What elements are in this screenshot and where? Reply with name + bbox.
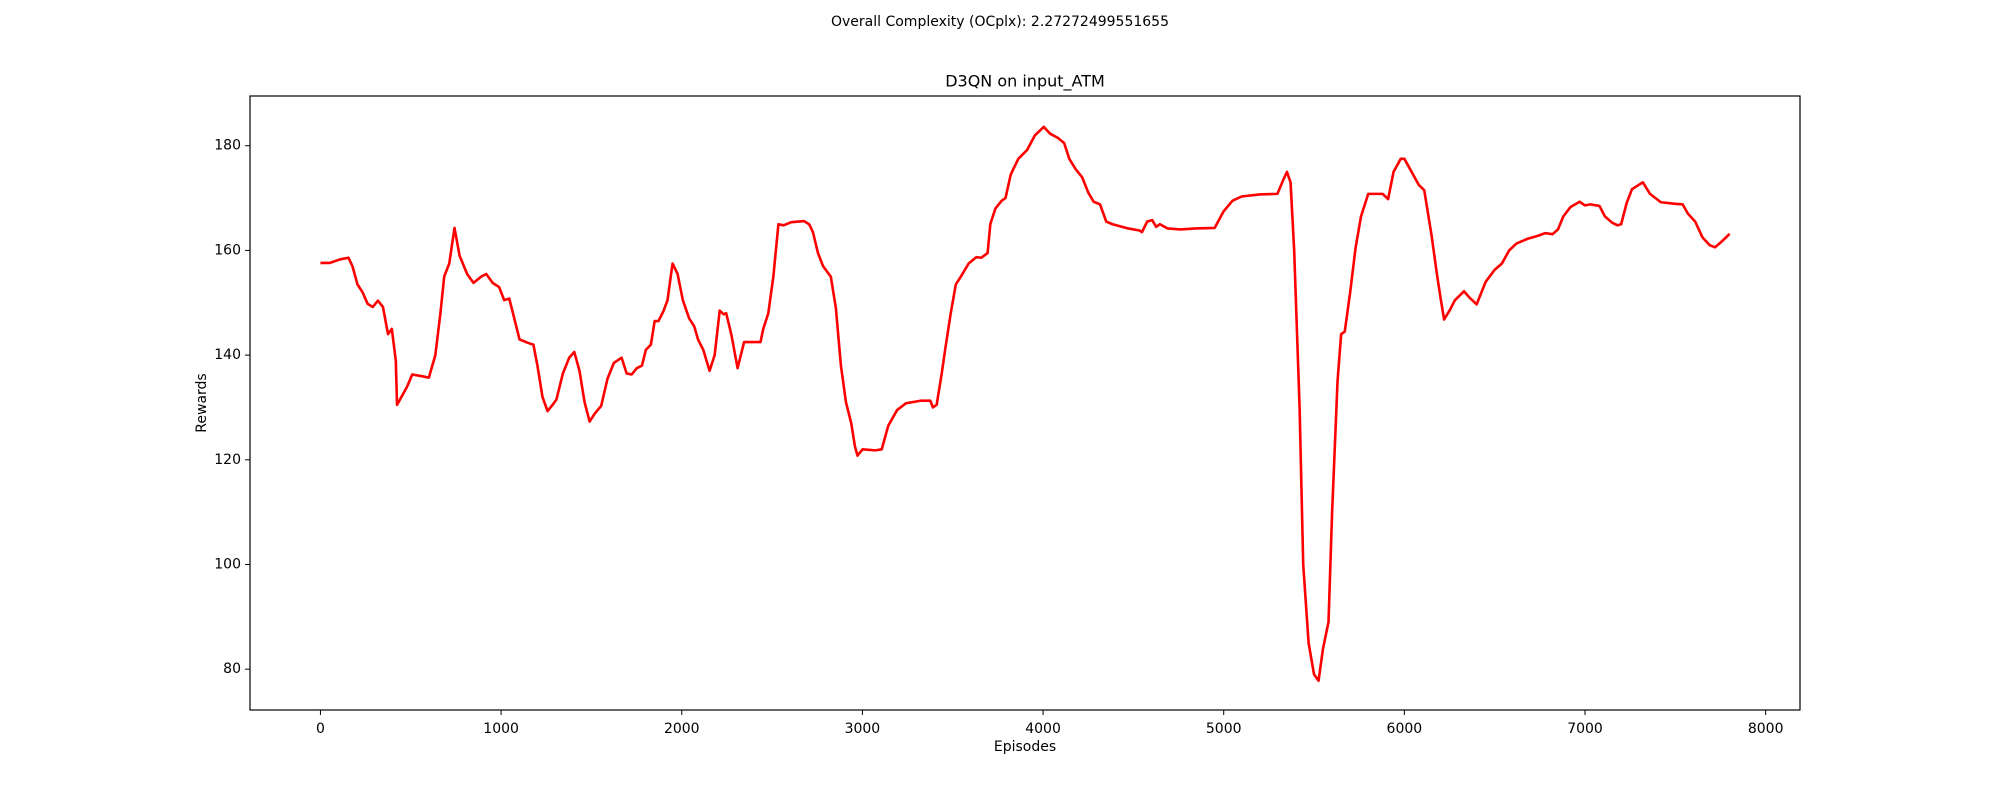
x-tick-label: 5000 — [1206, 721, 1242, 737]
x-tick-label: 8000 — [1748, 721, 1784, 737]
x-tick-label: 7000 — [1567, 721, 1603, 737]
y-axis-label: Rewards — [194, 373, 210, 432]
y-tick-label: 120 — [214, 452, 241, 468]
x-tick-label: 6000 — [1387, 721, 1423, 737]
x-tick-label: 2000 — [664, 721, 700, 737]
y-tick-label: 180 — [214, 138, 241, 154]
x-tick-label: 0 — [316, 721, 325, 737]
x-tick-label: 4000 — [1025, 721, 1061, 737]
y-tick-label: 100 — [214, 556, 241, 572]
plot-frame — [249, 95, 1801, 711]
y-tick-label: 140 — [214, 347, 241, 363]
y-tick-label: 80 — [223, 661, 241, 677]
data-line — [320, 125, 1731, 682]
chart-subtitle: Overall Complexity (OCplx): 2.2727249955… — [831, 14, 1169, 30]
x-axis-label: Episodes — [994, 739, 1056, 755]
chart-title: D3QN on input_ATM — [945, 72, 1105, 92]
x-tick-label: 3000 — [845, 721, 881, 737]
y-tick-label: 160 — [214, 242, 241, 258]
x-tick-label: 1000 — [483, 721, 519, 737]
